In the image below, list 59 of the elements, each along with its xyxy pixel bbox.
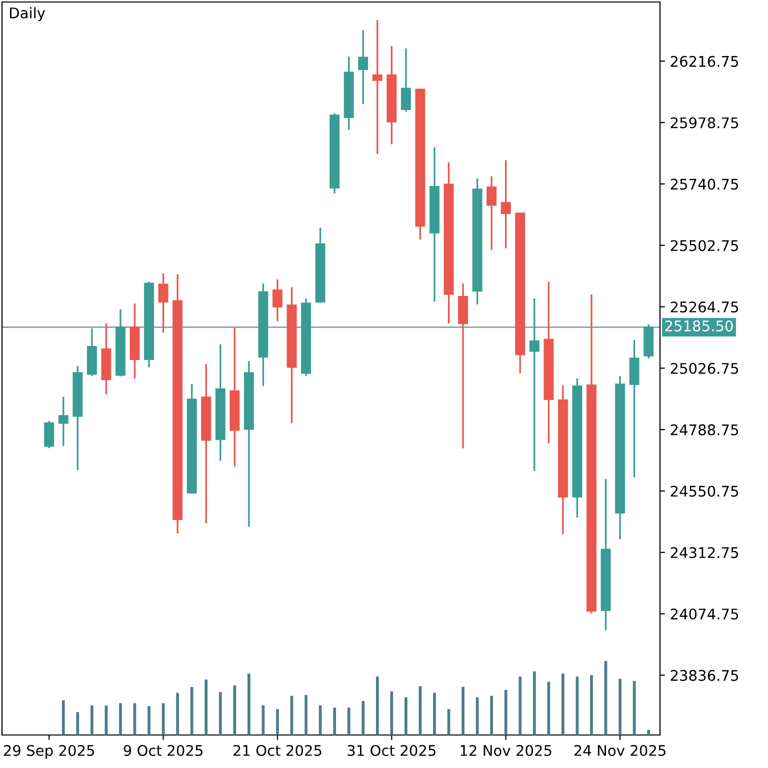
y-tick-label: 25978.75 [670, 117, 738, 128]
candlestick [400, 48, 411, 112]
bar [647, 730, 650, 735]
ref-line-label: 25185.50 [665, 320, 733, 332]
bar [490, 696, 493, 735]
bar [562, 674, 564, 735]
x-tick-label: 9 Oct 2025 [124, 744, 202, 756]
x-tick-label: 21 Oct 2025 [233, 744, 322, 756]
candlestick [44, 420, 54, 449]
y-tick-label: 24550.75 [670, 486, 738, 497]
candlestick [372, 19, 382, 155]
bar [547, 682, 550, 735]
candlestick [529, 298, 540, 472]
candlestick [486, 175, 497, 251]
bar [504, 690, 508, 735]
bar [433, 692, 436, 735]
y-tick-label: 24312.75 [670, 547, 738, 558]
bar [333, 708, 336, 735]
y-tick-label: 25264.75 [670, 301, 738, 313]
x-tick-label: 24 Nov 2025 [574, 744, 666, 756]
y-tick-label: 23836.75 [670, 670, 738, 681]
x-tick-label: 31 Oct 2025 [348, 744, 436, 756]
candlestick [58, 396, 68, 447]
y-tick-label: 25026.75 [670, 362, 738, 374]
bar [518, 676, 522, 735]
bar [618, 678, 622, 735]
bar [376, 676, 379, 735]
bar [276, 709, 279, 735]
bar [119, 703, 122, 735]
bar [304, 695, 308, 735]
bar [590, 675, 593, 735]
y-tick-label: 25502.75 [670, 240, 738, 252]
chart-title: Daily [10, 7, 46, 22]
x-tick-label: 12 Nov 2025 [460, 744, 552, 756]
y-tick-label: 26216.75 [670, 56, 738, 67]
bar [532, 671, 536, 735]
bar [176, 692, 179, 735]
bar [218, 692, 222, 735]
bar [76, 712, 80, 735]
candlestick [158, 272, 168, 334]
bar [62, 700, 65, 735]
bar [347, 708, 350, 735]
bar [233, 685, 236, 735]
candlestick [500, 159, 511, 250]
bar [204, 680, 208, 735]
candlestick [358, 29, 368, 106]
bar [190, 686, 194, 735]
x-tick-label: 29 Sep 2025 [4, 744, 94, 759]
y-tick-label: 25740.75 [670, 178, 738, 190]
bar [248, 674, 250, 735]
bar [148, 706, 150, 735]
bar [462, 686, 464, 735]
candlestick [272, 278, 282, 322]
bar [362, 700, 365, 735]
bar [404, 697, 408, 735]
bar [390, 691, 394, 735]
y-tick-label: 24074.75 [670, 608, 738, 620]
y-tick-label: 24788.75 [670, 424, 738, 436]
bar [90, 705, 94, 735]
